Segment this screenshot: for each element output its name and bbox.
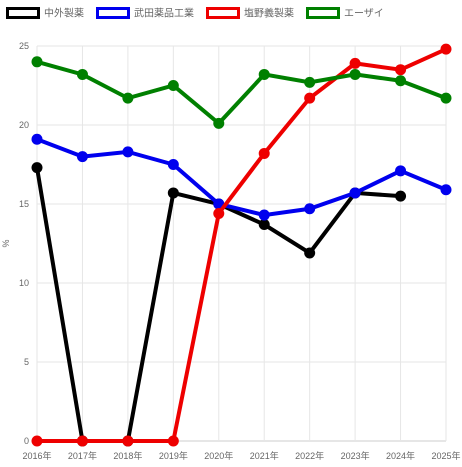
legend-swatch — [6, 7, 40, 19]
legend-swatch — [96, 7, 130, 19]
x-tick-label: 2022年 — [295, 450, 324, 461]
y-tick-label: 10 — [19, 278, 29, 288]
data-point[interactable] — [304, 203, 316, 215]
x-tick-label: 2020年 — [204, 450, 233, 461]
x-tick-label: 2016年 — [22, 450, 51, 461]
data-point[interactable] — [167, 80, 179, 91]
data-point[interactable] — [31, 133, 43, 145]
x-tick-label: 2024年 — [386, 450, 415, 461]
legend-label: 武田薬品工業 — [134, 7, 194, 20]
legend-swatch — [206, 7, 240, 19]
x-axis: 2016年 2017年 2018年 2019年 2020年 2021年 2022年 2023年… — [22, 450, 460, 461]
data-point[interactable] — [349, 68, 361, 80]
data-point[interactable] — [304, 76, 316, 88]
data-point[interactable] — [395, 75, 407, 87]
series-line — [36, 59, 447, 127]
data-point[interactable] — [31, 162, 43, 174]
data-point[interactable] — [304, 92, 316, 104]
data-point[interactable] — [258, 68, 270, 80]
y-tick-label: 0 — [24, 436, 29, 446]
legend-item[interactable]: 塩野義製薬 — [206, 7, 295, 20]
data-point[interactable] — [76, 435, 88, 447]
legend-swatch — [306, 7, 340, 19]
data-point[interactable] — [440, 184, 452, 196]
y-tick-label: 15 — [19, 199, 29, 209]
data-point[interactable] — [440, 92, 452, 104]
data-point[interactable] — [31, 56, 43, 68]
data-point[interactable] — [76, 151, 88, 163]
data-point[interactable] — [122, 146, 134, 158]
series-group — [31, 43, 452, 447]
data-point[interactable] — [76, 68, 88, 80]
y-axis-title: % — [1, 239, 11, 247]
data-point[interactable] — [258, 219, 270, 231]
legend-label: 中外製薬 — [44, 7, 84, 20]
x-tick-label: 2025年 — [431, 450, 460, 461]
y-axis: % 0 5 10 15 20 25 — [1, 41, 29, 446]
data-point[interactable] — [167, 159, 179, 170]
legend-item[interactable]: エーザイ — [306, 7, 384, 20]
data-point[interactable] — [213, 207, 225, 219]
data-point[interactable] — [395, 190, 407, 202]
x-tick-label: 2018年 — [113, 450, 142, 461]
y-tick-label: 5 — [24, 357, 29, 367]
series-layer — [31, 43, 452, 447]
legend-label: 塩野義製薬 — [244, 7, 294, 20]
legend-label: エーザイ — [344, 8, 384, 20]
data-point[interactable] — [213, 117, 225, 129]
x-tick-label: 2023年 — [341, 450, 370, 461]
data-point[interactable] — [395, 64, 407, 76]
data-point[interactable] — [440, 43, 452, 55]
data-point[interactable] — [167, 187, 179, 199]
series-group — [31, 133, 452, 221]
x-tick-label: 2017年 — [68, 450, 97, 461]
grid — [36, 45, 447, 442]
data-point[interactable] — [258, 147, 270, 159]
data-point[interactable] — [167, 435, 179, 447]
data-point[interactable] — [258, 209, 270, 221]
x-tick-label: 2019年 — [159, 450, 188, 461]
data-point[interactable] — [122, 435, 134, 447]
data-point[interactable] — [31, 435, 43, 447]
series-line — [36, 137, 447, 218]
series-line — [37, 47, 447, 443]
data-point[interactable] — [349, 187, 361, 199]
x-tick-label: 2021年 — [250, 450, 279, 461]
legend: 中外製薬 武田薬品工業 塩野義製薬 エーザイ — [6, 7, 384, 20]
legend-item[interactable]: 中外製薬 — [6, 7, 85, 20]
data-point[interactable] — [395, 165, 407, 177]
data-point[interactable] — [349, 57, 361, 69]
data-point[interactable] — [304, 247, 316, 259]
y-tick-label: 20 — [19, 120, 29, 130]
y-tick-label: 25 — [19, 41, 29, 51]
data-point[interactable] — [122, 92, 134, 104]
legend-item[interactable]: 武田薬品工業 — [96, 7, 195, 20]
series-group — [31, 56, 452, 129]
